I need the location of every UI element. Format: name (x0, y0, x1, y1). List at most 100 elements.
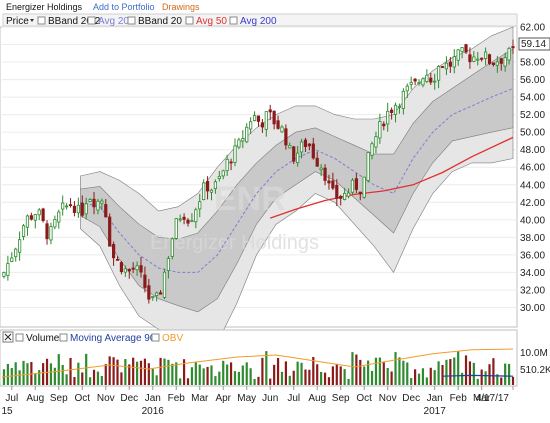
volume-bar (269, 378, 272, 385)
candle-body (386, 110, 390, 125)
volume-bar (382, 362, 385, 385)
candle-body (57, 211, 61, 223)
price-tick-label: 42.00 (520, 198, 545, 209)
volume-bar (273, 364, 276, 385)
candle-body (511, 46, 515, 49)
candle-body (327, 180, 331, 184)
volume-bar (206, 366, 209, 385)
volume-bar (120, 372, 123, 385)
volume-bar (425, 377, 428, 385)
price-tick-label: 62.00 (520, 23, 545, 34)
candle-body (37, 209, 41, 216)
candlesticks (2, 39, 515, 304)
candle-body (104, 204, 108, 218)
volume-bar (241, 365, 244, 385)
volume-bar (429, 367, 432, 385)
x-tick-label: Jun (262, 393, 278, 404)
candle-body (6, 263, 10, 276)
volume-bar (194, 362, 197, 385)
volume-bar (128, 364, 131, 385)
candle-body (421, 78, 425, 86)
candle-body (174, 218, 178, 239)
checkbox-icon[interactable] (151, 333, 160, 342)
candle-body (276, 120, 280, 129)
legend-bband-upper: BBand 20 2 (37, 16, 101, 27)
volume-bar (265, 351, 268, 385)
volume-bar (135, 361, 139, 385)
candle-body (225, 159, 229, 172)
candle-body (49, 226, 53, 241)
checkbox-icon[interactable] (127, 16, 136, 25)
chevron-down-icon[interactable] (30, 19, 34, 22)
candle-body (45, 223, 49, 240)
avg50-path (269, 136, 514, 219)
x-year-label: 2016 (142, 406, 165, 417)
volume-bar (249, 368, 252, 385)
add-to-portfolio-link[interactable]: Add to Portfolio (93, 2, 155, 12)
volume-bar (312, 356, 315, 385)
volume-bar (155, 375, 158, 385)
volume-bar (288, 375, 291, 385)
volume-bar (233, 371, 237, 385)
price-tick-label: 54.00 (520, 93, 545, 104)
volume-bar (320, 371, 323, 385)
candle-body (362, 176, 366, 198)
candle-body (296, 152, 300, 163)
candle-body (413, 78, 417, 82)
candle-body (115, 258, 120, 261)
checkbox-icon[interactable] (59, 333, 68, 342)
candle-body (25, 215, 30, 228)
candle-body (366, 152, 370, 181)
candle-body (100, 200, 104, 204)
volume-bar (304, 369, 307, 385)
x-tick-label: Aug (308, 393, 326, 404)
candle-body (155, 292, 159, 296)
candle-body (18, 239, 22, 253)
candle-body (241, 138, 245, 142)
volume-bar (53, 367, 56, 385)
checkbox-icon[interactable] (87, 16, 96, 25)
volume-bar (300, 362, 303, 385)
checkbox-icon[interactable] (15, 333, 24, 342)
volume-bar (22, 360, 25, 385)
price-tick-label: 58.00 (520, 58, 545, 69)
candle-body (343, 192, 347, 200)
volume-bar (511, 376, 515, 385)
volume-bar (386, 367, 389, 385)
checkbox-icon[interactable] (37, 16, 46, 25)
legend-avg50-label: Avg 50 (196, 16, 227, 27)
candle-body (417, 81, 421, 84)
volume-bar (104, 364, 107, 385)
volume-bar (18, 370, 21, 385)
candle-body (88, 199, 92, 202)
price-tick-label: 46.00 (520, 163, 545, 174)
candle-body (213, 181, 218, 190)
volume-bar (34, 373, 37, 385)
x-tick-label: Aug (26, 393, 44, 404)
candle-body (487, 54, 492, 64)
x-tick-label: Feb (168, 393, 186, 404)
candle-body (249, 121, 253, 130)
volume-bar (96, 371, 100, 385)
volume-bar (222, 360, 225, 385)
volume-bar (112, 357, 115, 385)
candle-body (221, 170, 225, 177)
drawings-link[interactable]: Drawings (162, 2, 200, 12)
candle-body (507, 48, 511, 61)
legend-ma90: Moving Average 90 (59, 333, 156, 344)
candle-body (288, 145, 292, 149)
candle-body (182, 216, 186, 220)
candle-body (468, 54, 472, 63)
candle-body (440, 66, 445, 68)
checkbox-icon[interactable] (185, 16, 194, 25)
candle-body (190, 220, 194, 223)
volume-bar (460, 372, 464, 385)
volume-bar (367, 360, 370, 385)
volume-bar (198, 364, 201, 385)
price-tick-label: 50.00 (520, 128, 545, 139)
volume-bar (226, 364, 229, 385)
volume-bar (45, 358, 49, 385)
price-tick-label: 34.00 (520, 268, 545, 279)
checkbox-icon[interactable] (229, 16, 238, 25)
